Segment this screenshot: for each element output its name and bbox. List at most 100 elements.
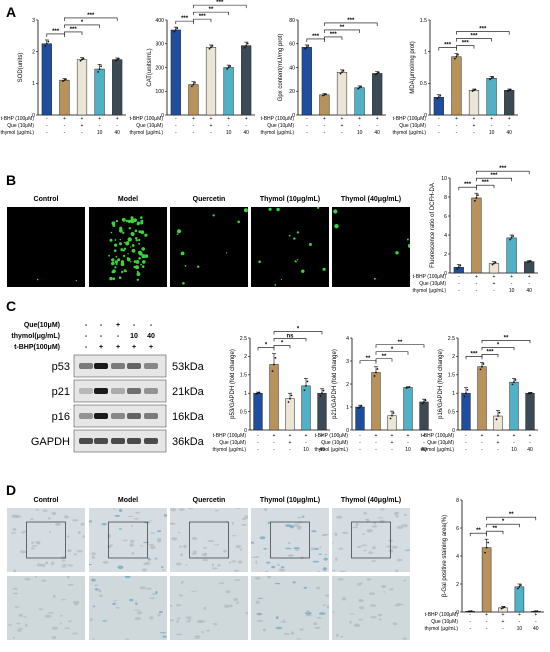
bar-3 (94, 68, 105, 116)
sig-bracket (324, 22, 378, 26)
micrograph-1 (89, 207, 167, 287)
sig-label: *** (479, 27, 487, 33)
condition-label: thymol (μg/mL) (213, 447, 247, 453)
condition-label: t-BHP (100μM) (1, 116, 35, 122)
y-tick-label: 8 (444, 195, 447, 201)
condition-value: 10 (489, 130, 495, 136)
sig-label: *** (181, 16, 189, 22)
sig-label: ** (382, 354, 387, 360)
y-tick-label: 1 (32, 81, 35, 87)
data-point (339, 72, 342, 75)
condition-value: - (469, 619, 471, 625)
condition-value: - (175, 116, 177, 122)
data-point (457, 53, 459, 56)
band (111, 438, 125, 444)
data-point (176, 27, 179, 30)
sig-bracket (476, 184, 495, 189)
bar-0 (433, 97, 444, 116)
condition-value: - (306, 116, 308, 122)
sig-bracket (306, 38, 325, 42)
sig-bracket (456, 45, 475, 49)
condition-value: + (391, 433, 394, 439)
data-point (454, 57, 456, 60)
condition-value: - (175, 130, 177, 136)
data-point (258, 391, 261, 394)
band (127, 388, 141, 394)
condition-value: - (306, 123, 308, 129)
condition-value: + (481, 433, 484, 439)
data-point (116, 58, 119, 61)
bar-1 (481, 547, 492, 613)
condition-value: - (458, 288, 460, 294)
data-point (100, 65, 102, 68)
data-point (273, 363, 275, 366)
condition-value: 10 (303, 447, 309, 453)
data-point (527, 392, 530, 395)
condition-value: + (81, 123, 84, 129)
data-point (502, 606, 504, 609)
condition-value: + (289, 440, 292, 446)
condition-value: - (321, 440, 323, 446)
data-point (473, 89, 475, 92)
bar-1 (188, 84, 199, 116)
data-point (357, 407, 360, 410)
data-point (503, 606, 506, 608)
bar-3 (514, 586, 525, 613)
data-point (82, 57, 85, 60)
condition-value: + (455, 116, 458, 122)
condition-label: t-BHP (100μM) (261, 116, 295, 122)
y-tick-label: 8 (456, 498, 459, 504)
data-point (62, 80, 64, 83)
data-point (493, 262, 495, 265)
micrograph-label: Thymol (40μg/mL) (341, 196, 401, 203)
bar-1 (371, 372, 381, 431)
sig-label: *** (52, 29, 60, 35)
sig-bracket (324, 36, 343, 40)
ihc-overview (248, 507, 329, 573)
y-tick-label: 60 (289, 42, 295, 48)
data-point (246, 42, 249, 45)
condition-value: - (289, 447, 291, 453)
y-tick-label: 1.5 (240, 373, 247, 379)
sig-bracket (456, 38, 492, 42)
data-point (497, 415, 499, 417)
condition-value: 10 (405, 447, 411, 453)
condition-label: thymol (μg/mL) (413, 288, 447, 294)
condition-value: - (99, 123, 101, 129)
ihc-label: Thymol (40μg/mL) (341, 497, 401, 504)
band (127, 413, 141, 419)
data-point (376, 368, 379, 370)
sig-bracket (458, 186, 477, 191)
data-point (466, 388, 469, 391)
y-tick-label: 4 (346, 336, 349, 342)
micrograph-label: Model (118, 196, 138, 203)
condition-value: - (465, 440, 467, 446)
condition-value: 10 (357, 130, 363, 136)
band (79, 413, 93, 419)
treatment-value: - (100, 322, 103, 329)
condition-value: - (508, 123, 510, 129)
condition-value: - (456, 123, 458, 129)
data-point (391, 414, 393, 417)
condition-value: - (476, 288, 478, 294)
sig-bracket (273, 338, 307, 342)
condition-value: + (227, 116, 230, 122)
treatment-value: 10 (130, 333, 138, 340)
data-point (191, 85, 193, 88)
data-point (325, 93, 327, 95)
data-point (528, 260, 531, 263)
micrograph-label: Quercetin (193, 196, 226, 203)
condition-value: - (341, 130, 343, 136)
condition-label: Que (10μM) (427, 440, 454, 446)
sig-label: *** (470, 351, 478, 357)
data-point (511, 383, 514, 386)
condition-value: - (391, 447, 393, 453)
bar-0 (253, 392, 263, 431)
data-point (408, 386, 411, 388)
sig-label: *** (470, 34, 478, 40)
condition-value: - (375, 440, 377, 446)
condition-value: - (193, 130, 195, 136)
condition-value: - (438, 116, 440, 122)
